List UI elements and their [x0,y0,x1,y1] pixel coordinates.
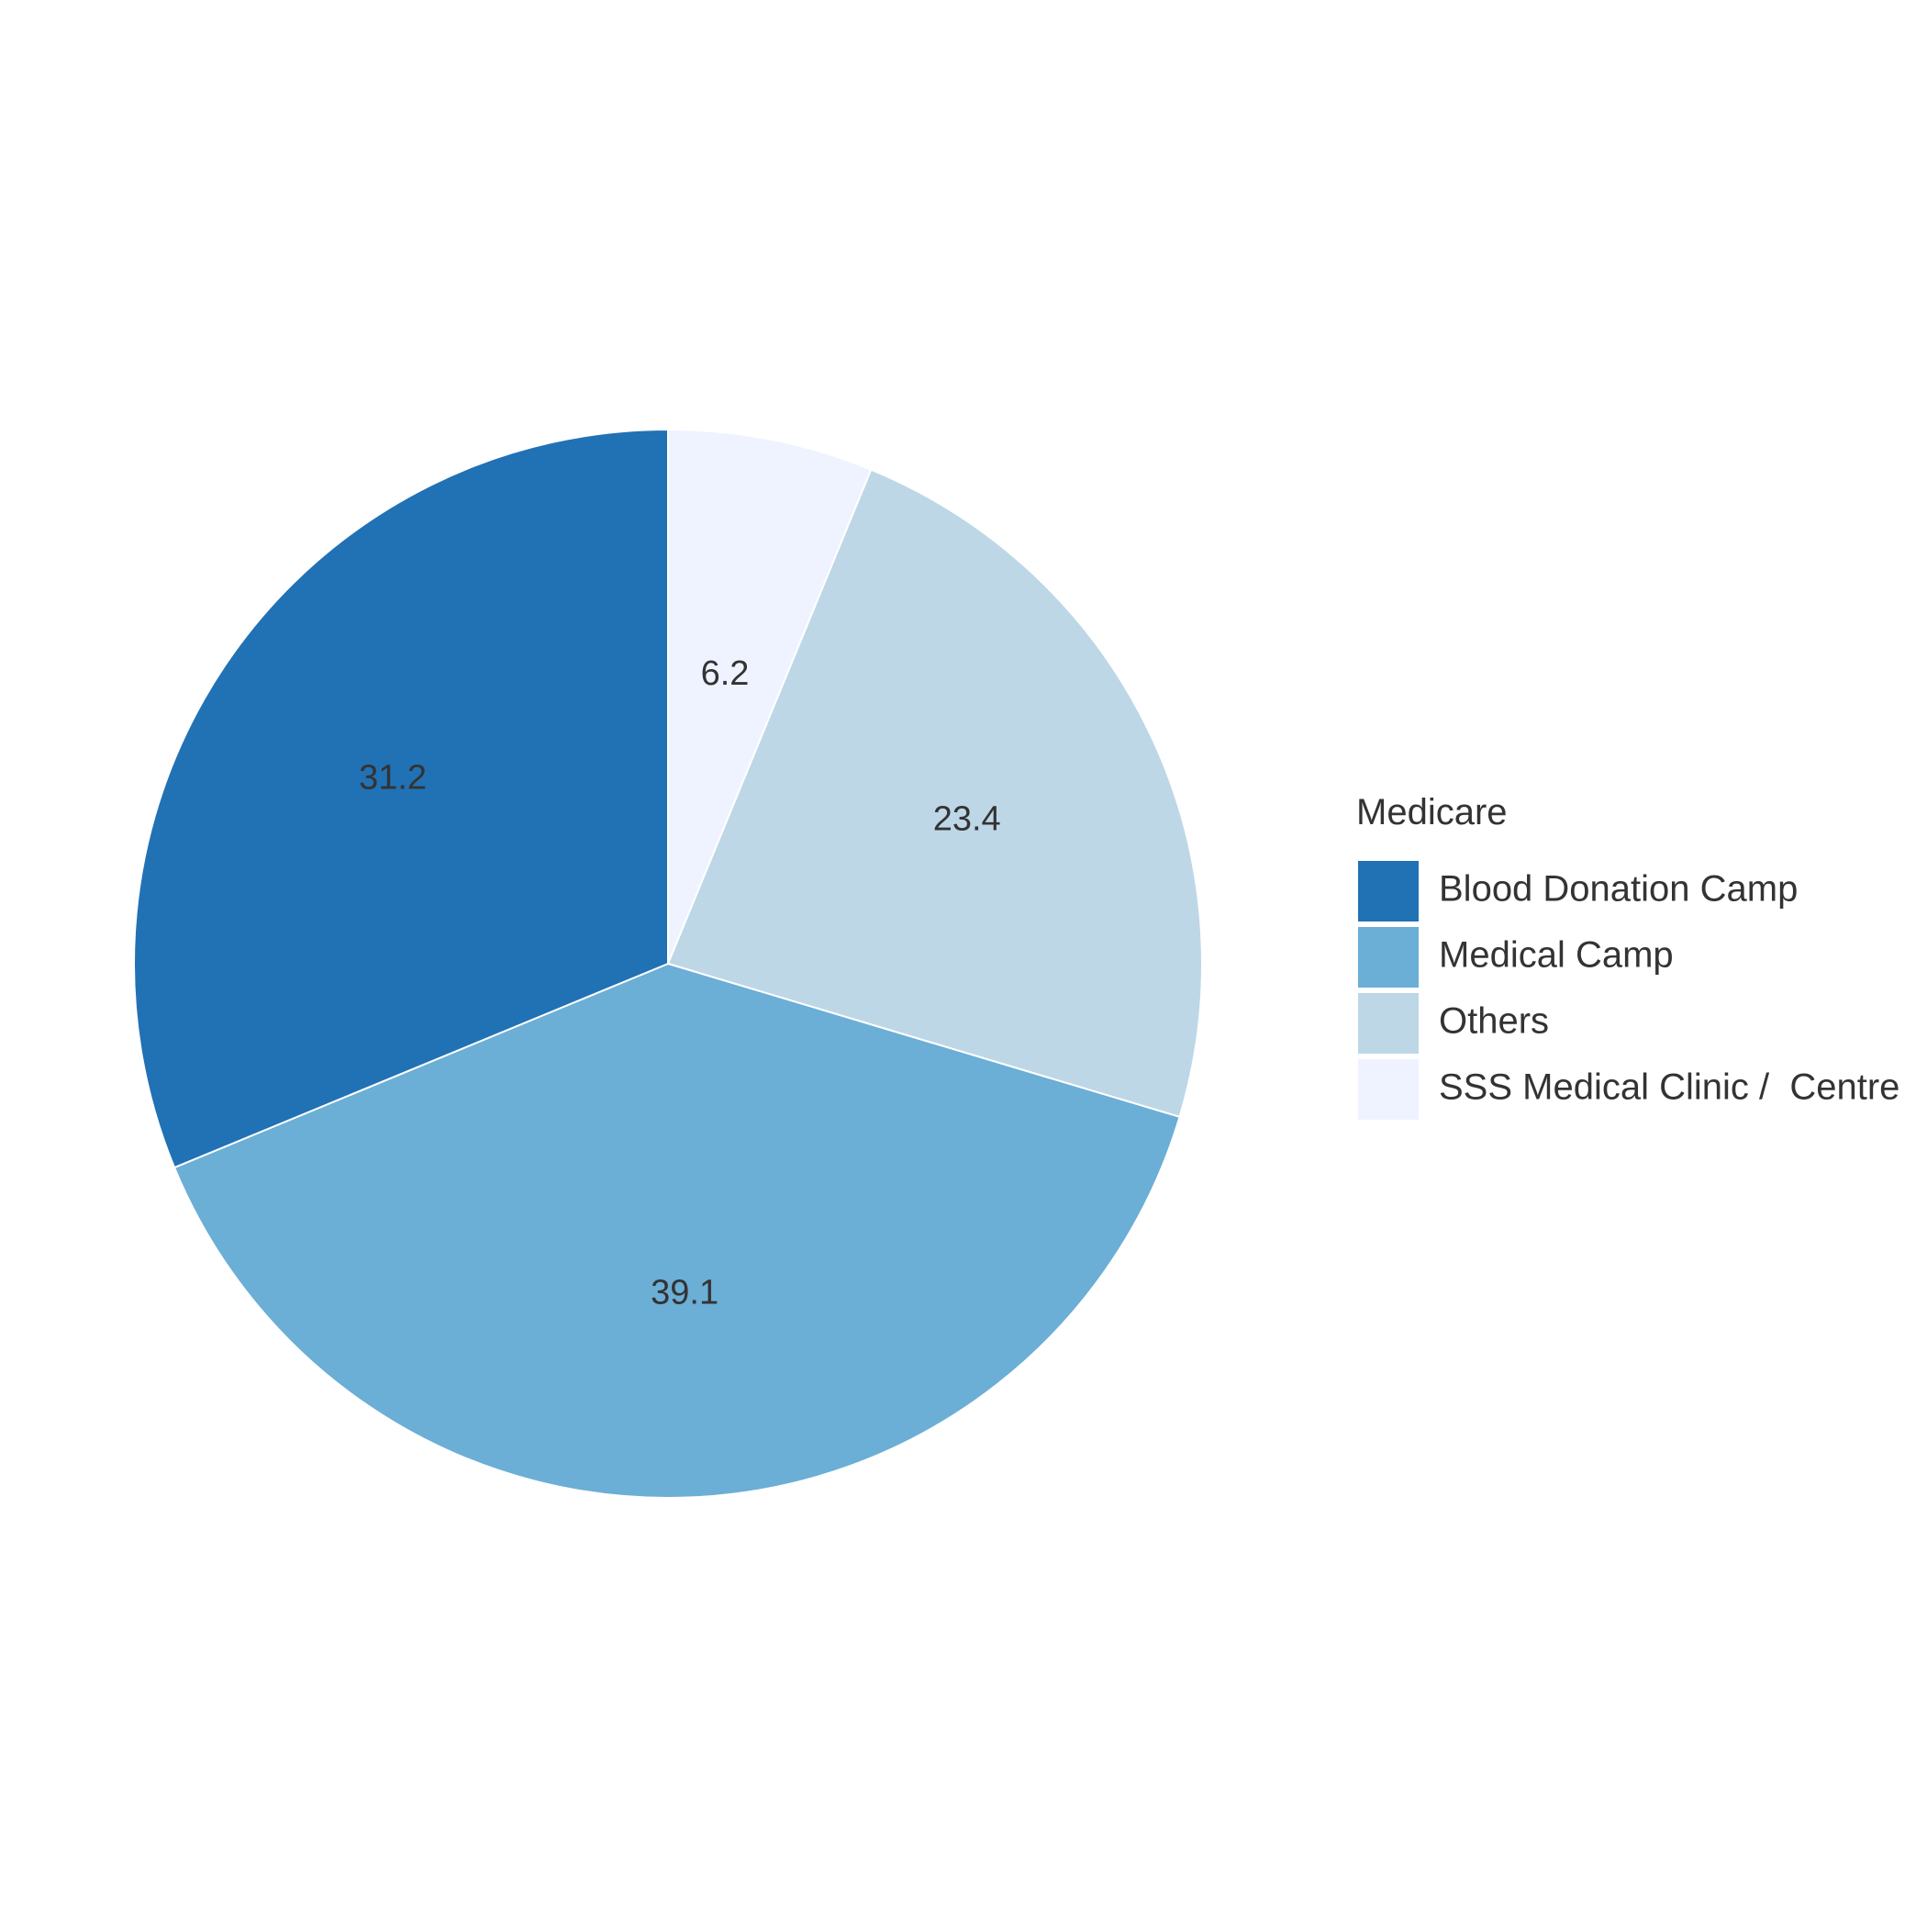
legend-swatch-others [1358,993,1419,1054]
legend-label-medical-camp: Medical Camp [1439,935,1674,976]
slice-value-label-medical-camp: 39.1 [651,1273,718,1312]
pie-slice-blood-donation-camp [133,428,669,1169]
pie-slice-medical-camp [173,962,1181,1499]
legend-swatch-blood-donation-camp [1358,861,1419,921]
slice-value-label-blood-donation-camp: 31.2 [359,758,427,797]
legend-label-blood-donation-camp: Blood Donation Camp [1439,869,1798,910]
legend-swatch-medical-camp [1358,927,1419,988]
slice-value-labels: 6.2 23.4 39.1 31.2 [359,654,1001,1312]
legend-label-others: Others [1439,1001,1549,1042]
legend-label-sss-medical-clinic-centre: SSS Medical Clinic / Centre [1439,1067,1899,1108]
pie-slice-sss-medical-clinic-centre [667,428,873,965]
pie-slice-others [666,468,1203,1119]
slice-value-label-others: 23.4 [933,800,1001,839]
legend: Medicare Blood Donation Camp Medical Camp… [1356,792,1899,1120]
slice-value-label-sss-medical-clinic-centre: 6.2 [701,654,750,693]
legend-swatch-sss-medical-clinic-centre [1358,1059,1419,1120]
pie-slices [133,428,1203,1499]
legend-title: Medicare [1356,792,1508,832]
